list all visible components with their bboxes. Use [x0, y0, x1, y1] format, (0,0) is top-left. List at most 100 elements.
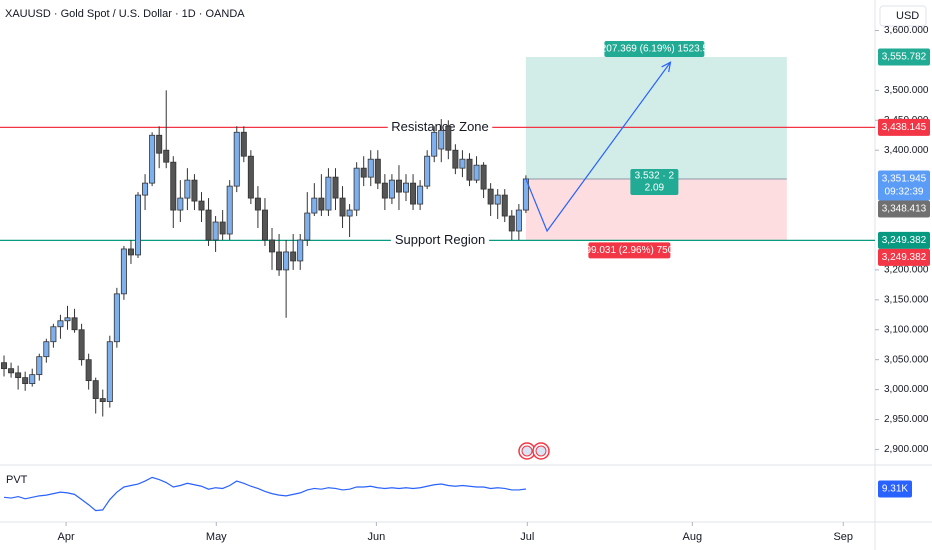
- candle-body: [163, 149, 170, 163]
- y-tick-label: 3,100.000: [884, 324, 929, 335]
- candle-body: [78, 329, 85, 361]
- price-label-bg: [878, 200, 930, 218]
- candle-body: [198, 200, 205, 211]
- candle-body: [212, 221, 219, 241]
- candle-body: [22, 377, 29, 385]
- y-tick-label: 3,500.000: [884, 85, 929, 96]
- candle-body: [508, 215, 515, 232]
- x-tick-label: Jul: [520, 531, 534, 543]
- candle-body: [438, 130, 445, 150]
- candle-body: [346, 209, 353, 217]
- candle-body: [381, 182, 388, 199]
- candle-body: [360, 167, 367, 178]
- candle-body: [410, 182, 417, 205]
- y-tick-label: 3,400.000: [884, 145, 929, 156]
- projection-arrowhead: [661, 61, 672, 73]
- candle-body: [304, 212, 311, 241]
- target-label: 207.369 (6.19%) 1523.5: [601, 44, 709, 55]
- candle-body: [205, 209, 212, 241]
- price-label: 3,348.413: [882, 204, 927, 215]
- candle-body: [226, 185, 233, 235]
- price-label-bg: [878, 118, 930, 136]
- level-label-bg: [390, 232, 490, 249]
- candle-body: [15, 372, 22, 379]
- candle-body: [85, 359, 92, 382]
- candle-body: [276, 251, 283, 271]
- candle-body: [466, 158, 473, 181]
- projection-path: [525, 61, 671, 233]
- currency-box[interactable]: [879, 5, 927, 27]
- event-flags[interactable]: [518, 442, 550, 460]
- candle-body: [233, 131, 240, 187]
- candle-body: [325, 176, 332, 211]
- candle-body: [417, 185, 424, 205]
- x-tick-label: Aug: [683, 531, 703, 543]
- candle-body: [64, 317, 71, 322]
- candle-body: [99, 398, 106, 402]
- candle-body: [459, 158, 466, 169]
- candle-body: [487, 188, 494, 205]
- ratio-label: 3.532 · 2: [635, 171, 675, 182]
- candle-body: [43, 341, 50, 358]
- y-tick-label: 3,600.000: [884, 25, 929, 36]
- candle-body: [494, 194, 501, 205]
- x-tick-label: Sep: [833, 531, 853, 543]
- candle-body: [269, 239, 276, 253]
- y-tick-label: 3,050.000: [884, 354, 929, 365]
- candle-body: [480, 164, 487, 190]
- profit-zone: [525, 56, 787, 179]
- y-tick-label: 2,950.000: [884, 414, 929, 425]
- candle-body: [50, 326, 57, 343]
- price-label: 3,438.145: [882, 122, 927, 133]
- candle-body: [367, 158, 374, 178]
- candle-body: [318, 197, 325, 211]
- candle-body: [473, 164, 480, 181]
- candle-body: [219, 221, 226, 235]
- chart-title: XAUUSD · Gold Spot / U.S. Dollar · 1D · …: [5, 8, 245, 20]
- y-tick-label: 3,000.000: [884, 384, 929, 395]
- candle-body: [445, 125, 452, 151]
- candle-body: [424, 155, 431, 187]
- x-tick-label: Jun: [368, 531, 386, 543]
- price-label: 3,351.945: [882, 174, 927, 185]
- y-tick-label: 3,200.000: [884, 265, 929, 276]
- y-tick-label: 2,900.000: [884, 444, 929, 455]
- candle-body: [388, 179, 395, 199]
- candle-body: [36, 356, 43, 376]
- candle-body: [1, 362, 8, 370]
- candle-body: [120, 248, 127, 295]
- price-label: 3,555.782: [882, 52, 927, 63]
- candle-body: [191, 179, 198, 202]
- price-label: 3,249.382: [882, 252, 927, 263]
- pvt-line: [3, 476, 526, 512]
- event-flag-inner: [521, 445, 533, 457]
- candle-body: [71, 317, 78, 331]
- candle-body: [57, 320, 64, 328]
- candle-body: [297, 239, 304, 262]
- level-label-bg: [387, 119, 493, 136]
- candle-body: [374, 158, 381, 184]
- candle-body: [501, 194, 508, 217]
- candle-body: [353, 167, 360, 211]
- candle-body: [431, 131, 438, 157]
- candle-body: [149, 134, 156, 184]
- currency: USD: [896, 10, 919, 22]
- price-label-bg: [878, 48, 930, 66]
- level-label: Resistance Zone: [391, 119, 489, 134]
- x-tick-label: Apr: [58, 531, 75, 543]
- event-flag-inner: [535, 445, 547, 457]
- candle-body: [8, 368, 15, 374]
- pvt-last-label: 9.31K: [882, 484, 908, 495]
- candle-body: [311, 197, 318, 214]
- pvt-last-bg: [878, 480, 912, 498]
- candle-body: [177, 197, 184, 211]
- candle-body: [170, 161, 177, 211]
- ratio-label: 2.09: [645, 183, 665, 194]
- candle-body: [106, 341, 113, 402]
- y-tick-label: 3,150.000: [884, 294, 929, 305]
- candle-body: [283, 251, 290, 271]
- price-label-bg: [878, 170, 930, 201]
- candle-body: [403, 182, 410, 193]
